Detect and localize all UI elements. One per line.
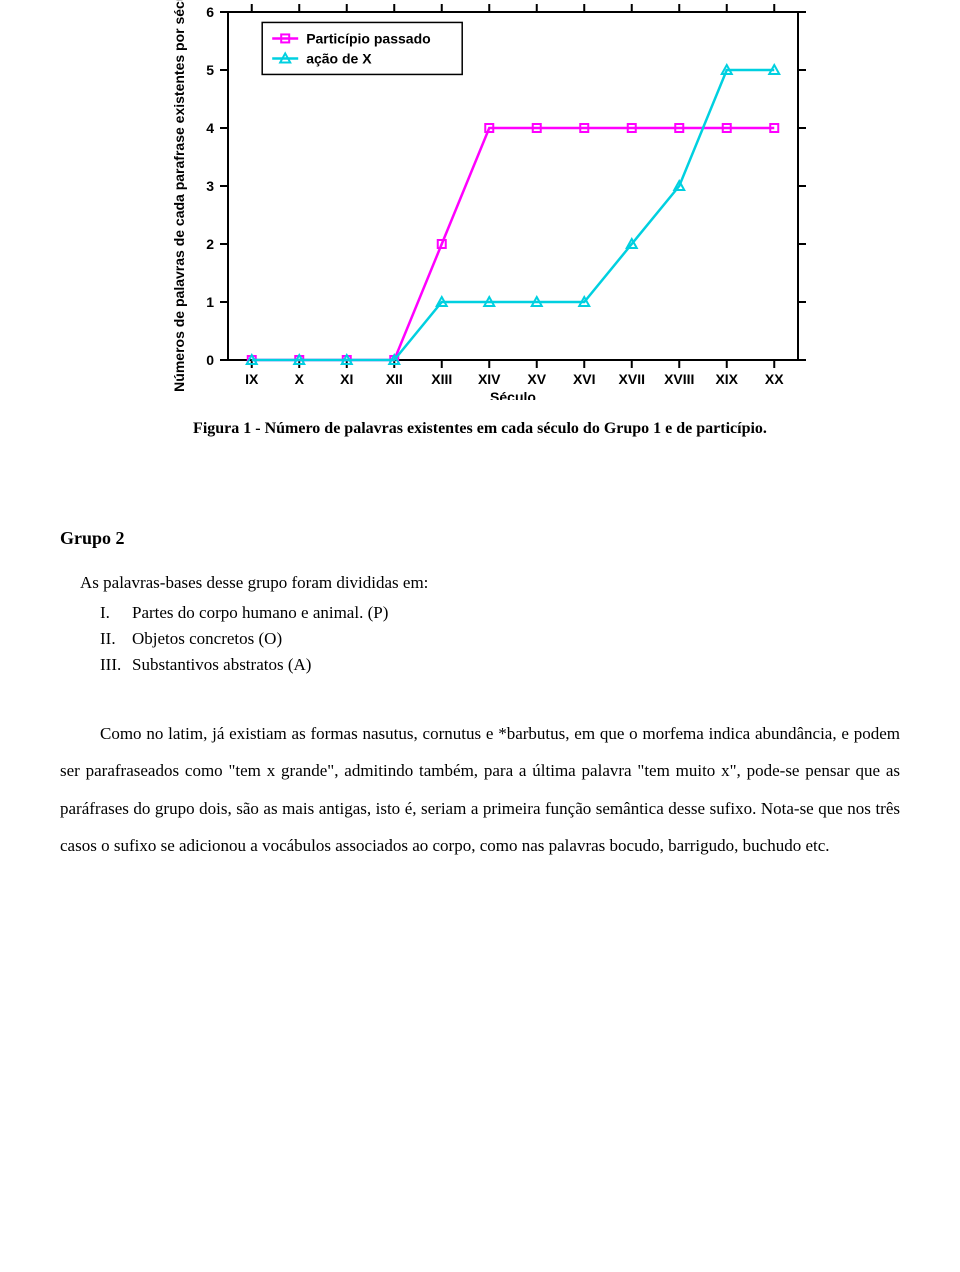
body-text: Como no latim, já existiam as formas nas… [60, 715, 900, 865]
list-item: II.Objetos concretos (O) [100, 629, 900, 649]
figure-caption: Figura 1 - Número de palavras existentes… [60, 420, 900, 438]
svg-text:XV: XV [527, 371, 546, 387]
svg-text:ação de X: ação de X [306, 50, 372, 66]
svg-text:XVIII: XVIII [664, 371, 694, 387]
svg-text:XIII: XIII [431, 371, 452, 387]
section-intro: As palavras-bases desse grupo foram divi… [80, 573, 900, 593]
svg-text:IX: IX [245, 371, 259, 387]
svg-text:Particípio passado: Particípio passado [306, 30, 430, 46]
svg-text:1: 1 [206, 294, 214, 310]
svg-text:XX: XX [765, 371, 784, 387]
svg-text:X: X [295, 371, 305, 387]
svg-text:3: 3 [206, 178, 214, 194]
svg-text:4: 4 [206, 120, 214, 136]
chart-container: 0 1 2 3 4 5 6 IX X XI XII XIII XIV XV XVI XVII XVIII XIX X… [60, 0, 900, 400]
line-chart: 0 1 2 3 4 5 6 IX X XI XII XIII XIV XV XVI XVII XVIII XIX X… [150, 0, 810, 400]
list-item: I.Partes do corpo humano e animal. (P) [100, 603, 900, 623]
svg-text:Século: Século [490, 389, 536, 400]
svg-text:6: 6 [206, 4, 214, 20]
list-item: III.Substantivos abstratos (A) [100, 655, 900, 675]
svg-text:2: 2 [206, 236, 214, 252]
svg-text:XI: XI [340, 371, 353, 387]
svg-text:XIX: XIX [715, 371, 738, 387]
svg-text:0: 0 [206, 352, 214, 368]
parts-list: I.Partes do corpo humano e animal. (P) II… [100, 603, 900, 675]
svg-text:XIV: XIV [478, 371, 501, 387]
svg-text:5: 5 [206, 62, 214, 78]
svg-text:Números de palavras de cada pa: Números de palavras de cada parafrase ex… [171, 0, 187, 392]
section-title: Grupo 2 [60, 528, 900, 549]
body-paragraph: Como no latim, já existiam as formas nas… [60, 715, 900, 865]
svg-text:XII: XII [386, 371, 403, 387]
svg-text:XVI: XVI [573, 371, 596, 387]
svg-text:XVII: XVII [619, 371, 645, 387]
